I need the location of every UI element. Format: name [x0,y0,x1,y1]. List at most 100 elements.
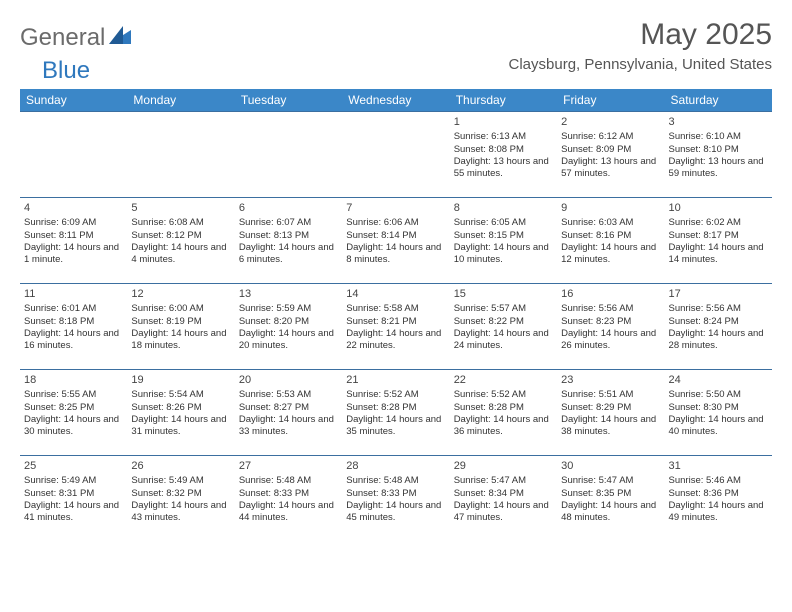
day-number: 22 [454,373,553,387]
day-number: 8 [454,201,553,215]
sunset-line: Sunset: 8:09 PM [561,144,660,156]
day-number: 26 [131,459,230,473]
daylight-line: Daylight: 14 hours and 36 minutes. [454,414,553,439]
day-number: 5 [131,201,230,215]
sunset-line: Sunset: 8:18 PM [24,316,123,328]
sunset-line: Sunset: 8:13 PM [239,230,338,242]
daylight-line: Daylight: 14 hours and 6 minutes. [239,242,338,267]
calendar-day-cell: 17Sunrise: 5:56 AMSunset: 8:24 PMDayligh… [665,284,772,370]
calendar-day-cell: 4Sunrise: 6:09 AMSunset: 8:11 PMDaylight… [20,198,127,284]
logo-mark-icon [109,26,133,51]
sunset-line: Sunset: 8:24 PM [669,316,768,328]
sunrise-line: Sunrise: 5:52 AM [346,389,445,401]
calendar-day-cell: 2Sunrise: 6:12 AMSunset: 8:09 PMDaylight… [557,112,664,198]
calendar-day-cell: 1Sunrise: 6:13 AMSunset: 8:08 PMDaylight… [450,112,557,198]
daylight-line: Daylight: 14 hours and 30 minutes. [24,414,123,439]
calendar-day-cell: 23Sunrise: 5:51 AMSunset: 8:29 PMDayligh… [557,370,664,456]
day-header: Monday [127,89,234,112]
calendar-day-cell: 24Sunrise: 5:50 AMSunset: 8:30 PMDayligh… [665,370,772,456]
sunset-line: Sunset: 8:22 PM [454,316,553,328]
sunset-line: Sunset: 8:16 PM [561,230,660,242]
daylight-line: Daylight: 14 hours and 10 minutes. [454,242,553,267]
calendar-day-cell: 9Sunrise: 6:03 AMSunset: 8:16 PMDaylight… [557,198,664,284]
sunset-line: Sunset: 8:33 PM [346,488,445,500]
day-number: 1 [454,115,553,129]
sunrise-line: Sunrise: 6:13 AM [454,131,553,143]
calendar-day-cell: 19Sunrise: 5:54 AMSunset: 8:26 PMDayligh… [127,370,234,456]
sunrise-line: Sunrise: 5:47 AM [454,475,553,487]
sunset-line: Sunset: 8:29 PM [561,402,660,414]
daylight-line: Daylight: 14 hours and 47 minutes. [454,500,553,525]
day-number: 6 [239,201,338,215]
logo: General [20,18,135,52]
daylight-line: Daylight: 14 hours and 14 minutes. [669,242,768,267]
sunset-line: Sunset: 8:32 PM [131,488,230,500]
day-number: 19 [131,373,230,387]
day-number: 9 [561,201,660,215]
sunrise-line: Sunrise: 5:57 AM [454,303,553,315]
calendar-day-cell: 27Sunrise: 5:48 AMSunset: 8:33 PMDayligh… [235,456,342,542]
calendar-day-cell: 10Sunrise: 6:02 AMSunset: 8:17 PMDayligh… [665,198,772,284]
daylight-line: Daylight: 14 hours and 45 minutes. [346,500,445,525]
calendar-empty-cell [127,112,234,198]
day-number: 12 [131,287,230,301]
sunset-line: Sunset: 8:36 PM [669,488,768,500]
sunset-line: Sunset: 8:17 PM [669,230,768,242]
sunrise-line: Sunrise: 5:54 AM [131,389,230,401]
sunrise-line: Sunrise: 6:10 AM [669,131,768,143]
calendar-week-row: 25Sunrise: 5:49 AMSunset: 8:31 PMDayligh… [20,456,772,542]
sunrise-line: Sunrise: 5:51 AM [561,389,660,401]
sunset-line: Sunset: 8:19 PM [131,316,230,328]
sunrise-line: Sunrise: 5:59 AM [239,303,338,315]
day-number: 28 [346,459,445,473]
sunset-line: Sunset: 8:28 PM [346,402,445,414]
sunrise-line: Sunrise: 5:55 AM [24,389,123,401]
calendar-day-cell: 20Sunrise: 5:53 AMSunset: 8:27 PMDayligh… [235,370,342,456]
calendar-day-cell: 8Sunrise: 6:05 AMSunset: 8:15 PMDaylight… [450,198,557,284]
daylight-line: Daylight: 14 hours and 26 minutes. [561,328,660,353]
day-number: 25 [24,459,123,473]
calendar-week-row: 4Sunrise: 6:09 AMSunset: 8:11 PMDaylight… [20,198,772,284]
sunset-line: Sunset: 8:34 PM [454,488,553,500]
sunrise-line: Sunrise: 5:49 AM [24,475,123,487]
day-number: 27 [239,459,338,473]
calendar-day-cell: 6 Sunrise: 6:07 AMSunset: 8:13 PMDaylight… [235,198,342,284]
sunset-line: Sunset: 8:25 PM [24,402,123,414]
calendar-day-cell: 21Sunrise: 5:52 AMSunset: 8:28 PMDayligh… [342,370,449,456]
day-number: 24 [669,373,768,387]
day-header: Saturday [665,89,772,112]
sunset-line: Sunset: 8:35 PM [561,488,660,500]
day-number: 7 [346,201,445,215]
calendar-day-cell: 29 Sunrise: 5:47 AMSunset: 8:34 PMDayligh… [450,456,557,542]
day-number: 16 [561,287,660,301]
daylight-line: Daylight: 13 hours and 55 minutes. [454,156,553,181]
day-number: 20 [239,373,338,387]
sunrise-line: Sunrise: 6:09 AM [24,217,123,229]
daylight-line: Daylight: 14 hours and 4 minutes. [131,242,230,267]
sunrise-line: Sunrise: 5:47 AM [561,475,660,487]
day-number: 10 [669,201,768,215]
sunrise-line: Sunrise: 5:50 AM [669,389,768,401]
daylight-line: Daylight: 14 hours and 41 minutes. [24,500,123,525]
day-number: 13 [239,287,338,301]
calendar-day-cell: 22Sunrise: 5:52 AMSunset: 8:28 PMDayligh… [450,370,557,456]
day-number: 2 [561,115,660,129]
daylight-line: Daylight: 13 hours and 57 minutes. [561,156,660,181]
sunrise-line: Sunrise: 6:07 AM [239,217,338,229]
day-number: 17 [669,287,768,301]
daylight-line: Daylight: 13 hours and 59 minutes. [669,156,768,181]
calendar-day-cell: 12Sunrise: 6:00 AMSunset: 8:19 PMDayligh… [127,284,234,370]
daylight-line: Daylight: 14 hours and 24 minutes. [454,328,553,353]
sunset-line: Sunset: 8:20 PM [239,316,338,328]
calendar-day-cell: 25Sunrise: 5:49 AMSunset: 8:31 PMDayligh… [20,456,127,542]
day-number: 3 [669,115,768,129]
logo-text-general: General [20,24,105,52]
calendar-week-row: 11Sunrise: 6:01 AMSunset: 8:18 PMDayligh… [20,284,772,370]
sunrise-line: Sunrise: 5:48 AM [239,475,338,487]
daylight-line: Daylight: 14 hours and 1 minute. [24,242,123,267]
sunrise-line: Sunrise: 6:01 AM [24,303,123,315]
day-number: 29 [454,459,553,473]
daylight-line: Daylight: 14 hours and 40 minutes. [669,414,768,439]
day-number: 21 [346,373,445,387]
daylight-line: Daylight: 14 hours and 31 minutes. [131,414,230,439]
